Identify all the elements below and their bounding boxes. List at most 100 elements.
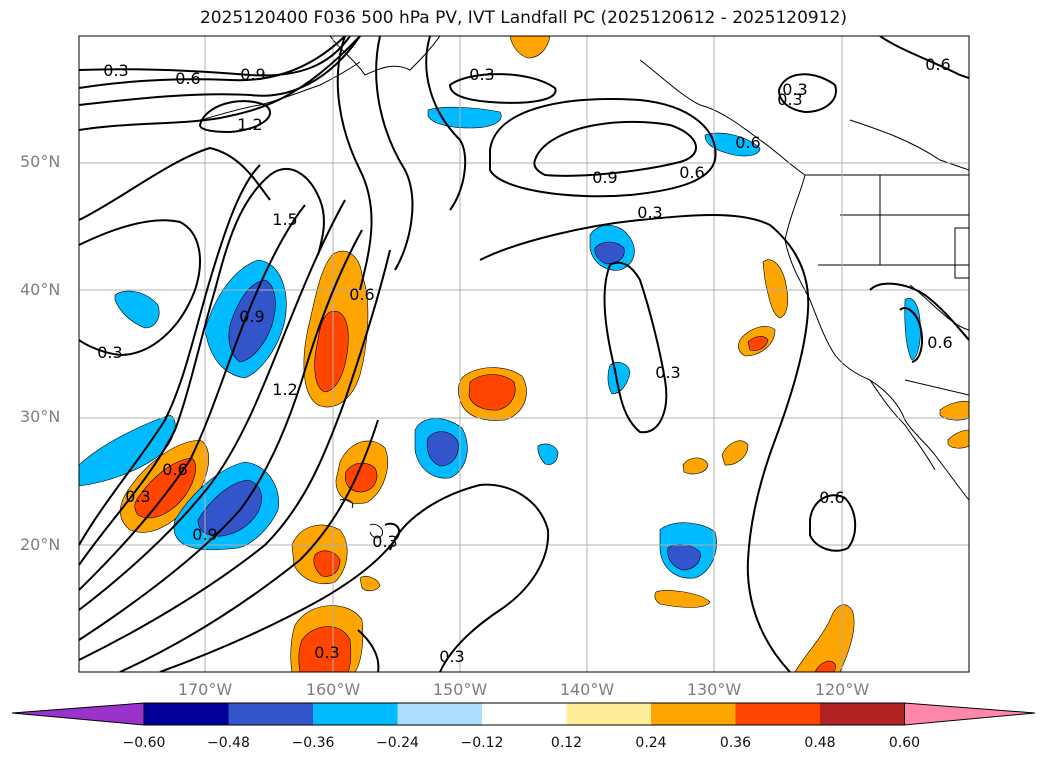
contour-line — [79, 36, 351, 77]
contour-label-group: 0.3 0.6 0.9 1.2 0.6 0.3 0.9 0.6 0.3 0.3 … — [97, 55, 952, 666]
contour-label: 0.6 — [735, 133, 760, 152]
fill-pos — [509, 36, 551, 59]
fill-neg — [607, 362, 631, 395]
colorbar-tick-label: 0.24 — [635, 735, 667, 751]
fill-pos-core — [814, 660, 836, 672]
fill-pos — [762, 259, 789, 319]
interior-borders — [849, 119, 969, 279]
contour-line — [489, 98, 717, 198]
contour-label: 0.9 — [239, 307, 264, 326]
map-area: 0.3 0.6 0.9 1.2 0.6 0.3 0.9 0.6 0.3 0.3 … — [79, 36, 969, 672]
aleutian-islands — [199, 61, 361, 121]
fill-pos — [721, 440, 749, 466]
fill-pos-core — [314, 310, 349, 393]
contour-line — [159, 522, 401, 672]
map-frame — [78, 35, 970, 673]
contour-line — [809, 494, 857, 552]
contour-label: 0.3 — [782, 80, 807, 99]
fill-neg — [904, 297, 921, 361]
contour-label: 0.9 — [192, 525, 217, 544]
lon-label: 170°W — [177, 680, 233, 699]
contour-line — [869, 282, 969, 341]
contour-label: 1.2 — [272, 380, 297, 399]
colorbar-outline — [143, 702, 905, 726]
fill-pos-core — [747, 336, 769, 351]
colorbar-tick-label: −0.24 — [376, 735, 419, 751]
contour-label: 0.3 — [777, 90, 802, 109]
contour-label: 1.2 — [237, 115, 262, 134]
fill-neg-core — [197, 479, 262, 537]
colorbar-tick-label: 0.60 — [888, 735, 921, 751]
contour-label: 0.3 — [469, 65, 494, 84]
lon-label: 160°W — [305, 680, 361, 699]
contour-label: 0.3 — [372, 532, 397, 551]
figure-title: 2025120400 F036 500 hPa PV, IVT Landfall… — [199, 8, 847, 28]
contour-line — [79, 36, 361, 131]
contour-label: 0.6 — [819, 488, 844, 507]
fill-pos-core — [468, 374, 516, 411]
colorbar-segment — [313, 703, 398, 725]
contour-line — [777, 73, 837, 114]
contour-line — [198, 100, 272, 134]
lon-label: 120°W — [814, 680, 870, 699]
colorbar — [11, 702, 1036, 726]
contour-label: 0.6 — [162, 460, 187, 479]
contour-line — [79, 36, 346, 89]
lat-label: 30°N — [20, 407, 61, 426]
state-borders — [818, 175, 969, 396]
fill-pos — [794, 604, 855, 672]
contour-line — [79, 164, 261, 546]
lon-label: 130°W — [686, 680, 742, 699]
lon-label: 140°W — [559, 680, 615, 699]
fill-neg — [704, 132, 761, 157]
colorbar-tick-label: −0.60 — [122, 735, 166, 751]
contour-label: 0.3 — [655, 363, 680, 382]
contour-line — [389, 483, 550, 672]
colorbar-tick-label: 0.48 — [804, 735, 836, 751]
colorbar-extend-right — [904, 702, 1036, 726]
fill-neg — [537, 443, 559, 465]
contour-line — [79, 229, 363, 641]
colorbar-segment — [566, 703, 651, 725]
lat-label: 40°N — [20, 280, 61, 299]
contour-label: 0.6 — [679, 163, 704, 182]
contour-line — [79, 168, 325, 566]
contour-line — [879, 36, 969, 79]
colorbar-segment — [144, 703, 229, 725]
contour-line — [375, 36, 414, 271]
hawaii — [339, 499, 384, 539]
contour-line — [357, 629, 380, 672]
contour-line — [425, 36, 467, 211]
contour-line — [79, 146, 271, 221]
colorbar-tick-label: 0.36 — [719, 735, 752, 751]
coastlines — [199, 36, 969, 539]
contour-line — [119, 419, 379, 672]
lat-label: 50°N — [20, 152, 61, 171]
lat-label: 20°N — [20, 535, 61, 554]
colorbar-segment — [397, 703, 482, 725]
contour-label: 0.3 — [439, 647, 464, 666]
colorbar-tick-label: −0.12 — [460, 735, 504, 751]
contour-line — [79, 36, 361, 106]
contour-line — [79, 219, 201, 357]
contour-line — [336, 36, 373, 291]
alaska-coast — [329, 36, 441, 76]
colorbar-tick-label: 0.12 — [550, 735, 583, 751]
contour-label: 0.3 — [97, 343, 122, 362]
contour-label: 0.6 — [349, 285, 374, 304]
lon-label: 150°W — [432, 680, 488, 699]
pv-contours — [79, 36, 969, 672]
fill-pos — [682, 457, 709, 475]
contour-line — [479, 214, 810, 672]
alaska-panhandle — [639, 59, 806, 176]
contour-line — [79, 199, 346, 611]
fill-pos — [654, 590, 711, 608]
baja-california — [869, 379, 936, 471]
contour-label: 0.6 — [927, 333, 952, 352]
colorbar-extend-left — [11, 702, 145, 726]
contour-label: 0.6 — [925, 55, 950, 74]
contour-line — [899, 307, 923, 363]
contour-label: 0.9 — [240, 65, 265, 84]
fill-pos — [359, 576, 381, 592]
